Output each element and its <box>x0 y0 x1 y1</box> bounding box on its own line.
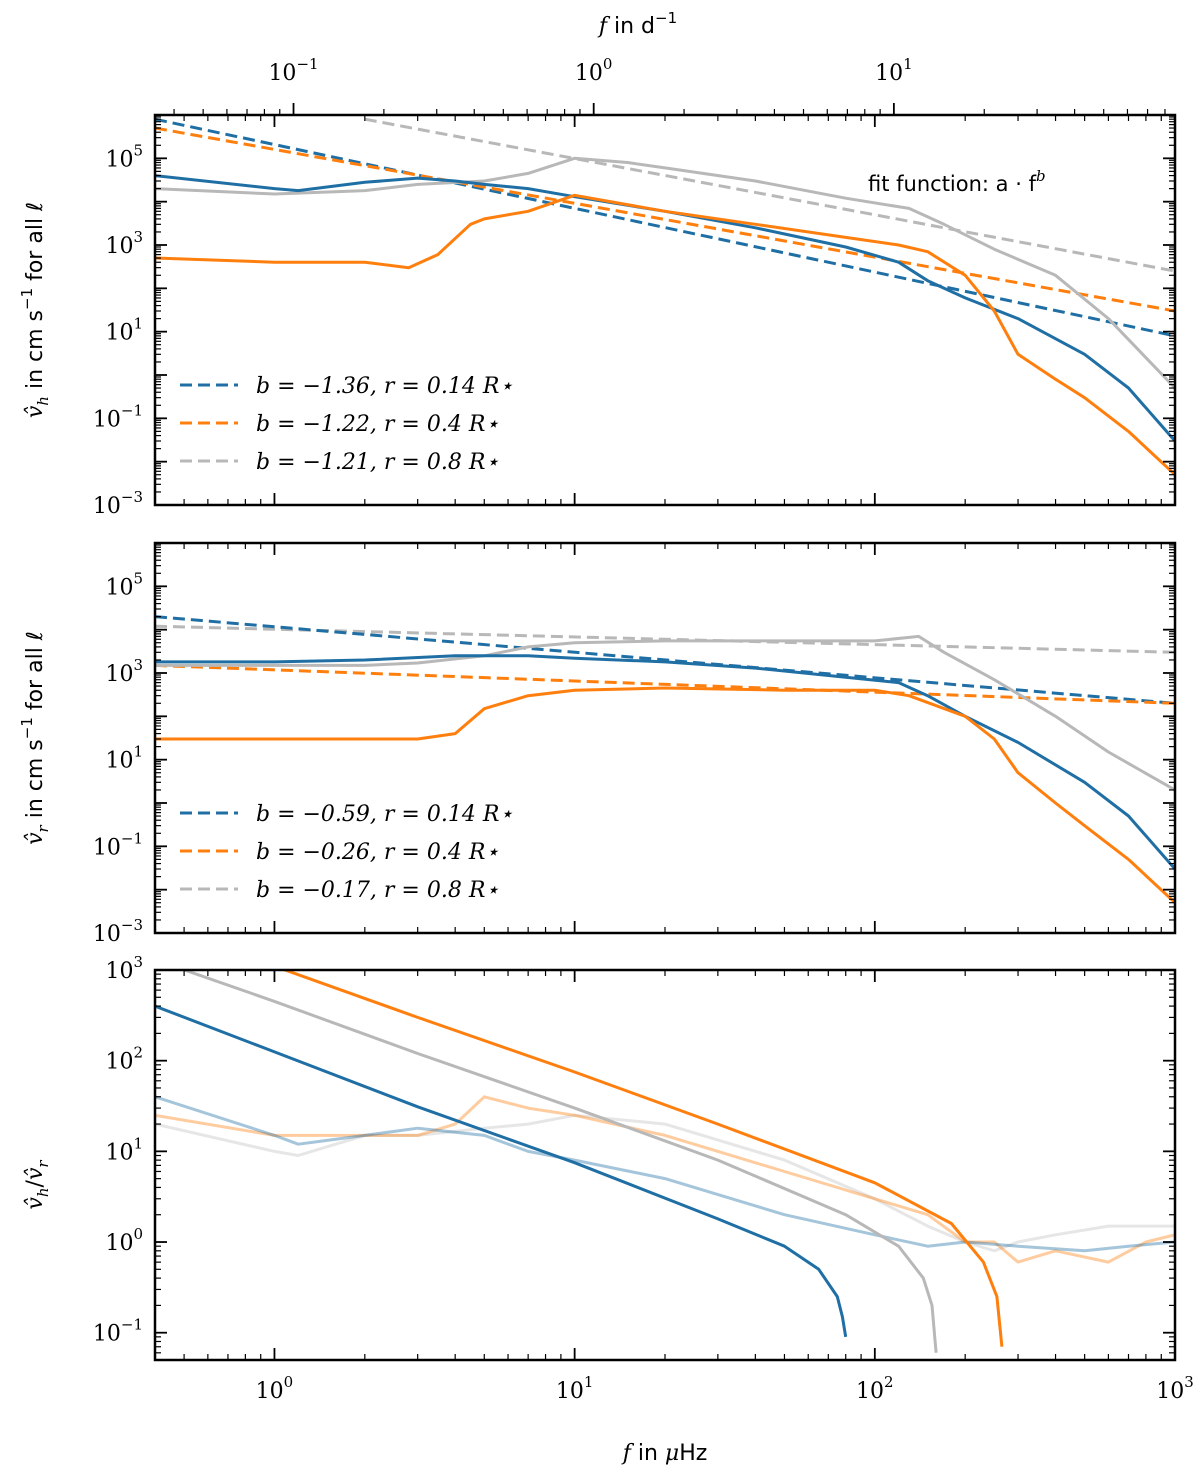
bottom-series-0 <box>155 1113 1175 1253</box>
svg-text:f in d−1: f in d−1 <box>597 9 677 39</box>
y-label-mid-symbol: v̂ <box>23 832 48 845</box>
middle-series-2 <box>155 663 1175 705</box>
top-ytick-label-0: 10−3 <box>93 488 143 519</box>
bottom-ytick-label-3: 102 <box>105 1044 143 1075</box>
bottom-series-5 <box>280 970 1004 1347</box>
middle-legend-label-0: b = −0.59, r = 0.14 R⋆ <box>256 802 513 827</box>
middle-ytick-label-0: 10−3 <box>93 916 143 947</box>
panel-bottom: 10−1 100 101 102 103 100 101 102 103 <box>93 953 1194 1404</box>
panel-top: 10−3 10−1 101 103 105 b = −1.36, r = 0.14 R⋆ b… <box>93 113 1177 519</box>
fit-annotation-text: fit function: a · f <box>868 172 1037 196</box>
bottom-xtick-label-2: 102 <box>856 1373 894 1404</box>
bottom-frame <box>153 968 1177 1362</box>
bottom-ytick-label-2: 101 <box>105 1134 143 1165</box>
bottom-xtick-label-3: 103 <box>1156 1373 1194 1404</box>
top-legend-label-2: b = −1.21, r = 0.8 R⋆ <box>256 450 499 475</box>
top-axis-label-sup: −1 <box>655 9 677 27</box>
middle-ytick-label-4: 105 <box>105 569 143 600</box>
y-label-mid-tail: for all ℓ <box>23 631 48 717</box>
middle-series-3 <box>155 634 1175 792</box>
x-axis-label-mu: μ <box>665 1441 679 1466</box>
bottom-ytick-label-0: 10−1 <box>93 1316 143 1347</box>
middle-series-5 <box>155 686 1175 904</box>
top-plot-area <box>155 117 1175 476</box>
y-label-top-sup: −1 <box>18 288 36 310</box>
y-label-top-sub: h <box>34 396 52 406</box>
y-label-mid-sup: −1 <box>18 717 36 739</box>
y-label-top-symbol: v̂ <box>23 405 48 418</box>
x-axis-label-text: in <box>631 1441 665 1466</box>
panel-middle: 10−3 10−1 101 103 105 b = −0.59, r = 0.14 R⋆ b… <box>93 541 1177 947</box>
top-axis-label: f in d−1 <box>597 9 677 39</box>
top-ytick-label-2: 101 <box>105 315 143 346</box>
y-label-mid-text: in cm s <box>23 739 48 825</box>
fit-annotation-sup: b <box>1036 167 1046 185</box>
bottom-plot-area <box>155 970 1175 1353</box>
top-series-0 <box>364 117 1175 273</box>
y-axis-label-top: v̂h in cm s−1 for all ℓ <box>18 202 52 418</box>
y-label-bot-sub2: r <box>34 1160 52 1168</box>
top-legend-label-1: b = −1.22, r = 0.4 R⋆ <box>256 412 499 437</box>
y-label-bot-slash: / <box>23 1179 48 1187</box>
middle-legend-label-2: b = −0.17, r = 0.8 R⋆ <box>256 878 499 903</box>
y-axis-label-middle: v̂r in cm s−1 for all ℓ <box>18 631 52 845</box>
top-d-tick-label-2: 101 <box>875 55 913 86</box>
top-ytick-label-1: 10−1 <box>93 401 143 432</box>
y-label-top-text: in cm s <box>23 310 48 396</box>
top-axis-label-text: in d <box>607 14 655 39</box>
middle-ytick-label-1: 10−1 <box>93 829 143 860</box>
x-axis-label-unit: Hz <box>679 1441 707 1466</box>
top-frequency-axis: 10−1 100 101 <box>173 55 1166 115</box>
y-label-mid-sub: r <box>34 824 52 832</box>
top-series-5 <box>155 193 1175 476</box>
top-series-3 <box>155 156 1175 390</box>
bottom-series-4 <box>179 970 938 1353</box>
y-label-bot-symbol2: v̂ <box>23 1167 48 1180</box>
top-series-4 <box>155 174 1175 442</box>
bottom-ytick-label-1: 100 <box>105 1225 143 1256</box>
top-series-2 <box>155 126 1175 313</box>
y-label-top-tail: for all ℓ <box>23 202 48 288</box>
y-axis-label-bottom: v̂h/v̂r <box>23 1160 52 1210</box>
fit-annotation: fit function: a · fb <box>868 167 1046 196</box>
bottom-ytick-label-4: 103 <box>105 953 143 984</box>
middle-series-1 <box>155 615 1175 705</box>
x-axis-label: f in μHz <box>621 1441 708 1466</box>
top-d-tick-label-0: 10−1 <box>268 55 318 86</box>
top-legend-label-0: b = −1.36, r = 0.14 R⋆ <box>256 374 513 399</box>
top-ytick-label-3: 103 <box>105 228 143 259</box>
y-label-bot-symbol: v̂ <box>23 1197 48 1210</box>
bottom-xtick-label-0: 100 <box>256 1373 294 1404</box>
bottom-series-3 <box>155 1004 848 1338</box>
middle-ytick-label-3: 103 <box>105 656 143 687</box>
y-label-bot-sub: h <box>34 1187 52 1197</box>
bottom-series-1 <box>155 1095 1175 1264</box>
middle-legend-label-1: b = −0.26, r = 0.4 R⋆ <box>256 840 499 865</box>
middle-plot-area <box>155 615 1175 904</box>
top-d-tick-label-1: 100 <box>575 55 613 86</box>
bottom-series-2 <box>155 1095 1175 1253</box>
top-ytick-label-4: 105 <box>105 141 143 172</box>
middle-series-4 <box>155 654 1175 870</box>
middle-ytick-label-2: 101 <box>105 743 143 774</box>
top-series-1 <box>155 117 1175 338</box>
bottom-xtick-label-1: 101 <box>556 1373 594 1404</box>
